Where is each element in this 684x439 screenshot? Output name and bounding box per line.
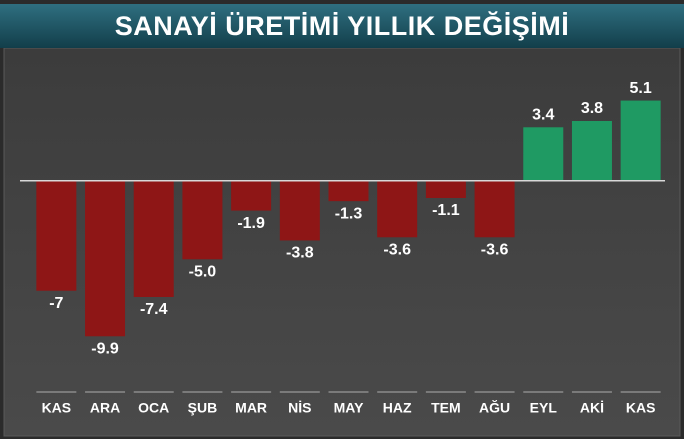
value-label: -1.3: [335, 205, 363, 222]
value-label: -7: [49, 295, 63, 312]
x-tick-label: ŞUB: [188, 400, 218, 416]
bar: [85, 180, 126, 337]
value-label: -1.9: [237, 215, 265, 232]
bar: [328, 180, 369, 202]
x-tick-label: EYL: [530, 400, 558, 416]
x-tick-label: KAS: [42, 400, 72, 416]
value-label: 3.4: [532, 107, 554, 124]
value-label: 3.8: [581, 100, 603, 117]
bar: [133, 180, 174, 297]
value-label: -3.8: [286, 245, 314, 262]
value-label: -9.9: [91, 341, 119, 358]
x-tick-label: HAZ: [383, 400, 412, 416]
bar: [523, 127, 564, 181]
x-tick-label: MAY: [334, 400, 364, 416]
x-tick-label: OCA: [138, 400, 169, 416]
bar: [425, 180, 466, 198]
value-label: -5.0: [189, 264, 217, 281]
bar: [36, 180, 77, 291]
bar: [377, 180, 418, 238]
value-label: -1.1: [432, 202, 460, 219]
x-tick-label: KAS: [626, 400, 656, 416]
value-label: -3.6: [383, 242, 411, 259]
bar: [620, 100, 661, 181]
bar: [279, 180, 320, 241]
x-tick-label: AĞU: [479, 399, 510, 416]
x-tick-label: TEM: [431, 400, 461, 416]
bar: [182, 180, 223, 260]
bar: [474, 180, 515, 238]
value-label: 5.1: [630, 80, 652, 97]
x-tick-label: AKİ: [580, 400, 604, 416]
chart-title: SANAYİ ÜRETİMİ YILLIK DEĞİŞİMİ: [115, 10, 570, 41]
bar: [571, 121, 612, 181]
x-tick-label: MAR: [235, 400, 267, 416]
x-tick-label: ARA: [90, 400, 120, 416]
title-bar: [0, 4, 684, 48]
value-label: -7.4: [140, 301, 168, 318]
value-label: -3.6: [481, 242, 509, 259]
bar: [231, 180, 272, 211]
x-tick-label: NİS: [288, 400, 311, 416]
